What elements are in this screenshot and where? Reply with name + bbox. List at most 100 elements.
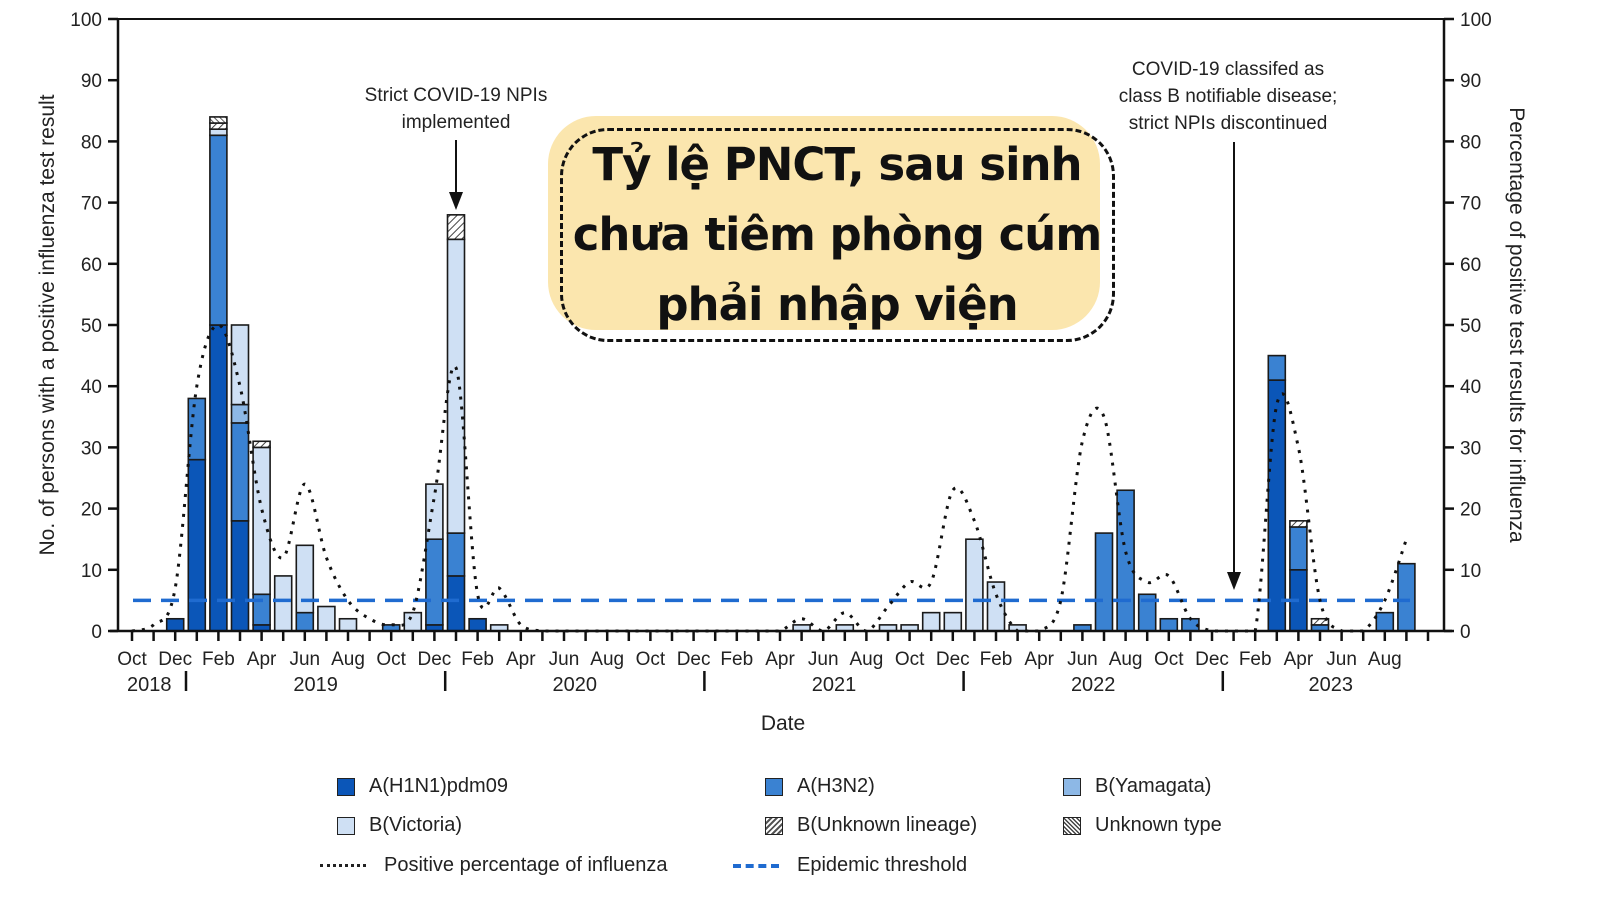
legend-item-threshold: Epidemic threshold	[733, 854, 967, 877]
year-label: 2021	[812, 674, 857, 696]
callout-line-1: Tỷ lệ PNCT, sau sinh	[592, 138, 1082, 191]
x-tick-label: Aug	[849, 649, 883, 670]
annotation-npi-discontinued: strict NPIs discontinued	[1129, 113, 1328, 134]
bar-segment	[209, 134, 228, 326]
y2-tick-label: 100	[1460, 10, 1492, 31]
x-tick-label: Oct	[1154, 649, 1184, 670]
x-tick-label: Dec	[936, 649, 970, 670]
bar-segment	[1289, 520, 1308, 528]
bar-segment	[209, 128, 228, 137]
bar-segment	[1289, 526, 1308, 571]
bar-segment	[965, 538, 984, 632]
x-tick-label: Jun	[549, 649, 580, 670]
bar-segment	[1375, 611, 1395, 632]
x-tick-label: Aug	[1109, 649, 1143, 670]
bar-segment	[446, 575, 466, 632]
y-tick-label: 90	[81, 71, 102, 92]
y-tick-label: 100	[70, 10, 102, 31]
y-tick-label: 70	[81, 194, 102, 215]
bar-segment	[209, 116, 228, 124]
x-tick-label: Oct	[117, 649, 147, 670]
bar-segment	[230, 520, 250, 632]
x-tick-label: Jun	[289, 649, 320, 670]
bar-segment	[403, 611, 423, 632]
annotation-npi-discontinued: class B notifiable disease;	[1119, 86, 1338, 107]
y-tick-label: 0	[91, 622, 102, 643]
annotation-npi-discontinued: COVID-19 classifed as	[1132, 59, 1324, 80]
legend-swatch-h1n1	[337, 777, 355, 796]
legend-label: Epidemic threshold	[797, 854, 968, 876]
legend-swatch-victoria	[337, 816, 355, 835]
legend-item-victoria: B(Victoria)	[337, 814, 462, 837]
bar-segment	[1267, 354, 1287, 381]
x-tick-label: Apr	[1284, 649, 1314, 670]
y2-tick-label: 30	[1460, 438, 1481, 459]
y2-tick-label: 0	[1460, 622, 1471, 643]
legend-item-positive-pct: Positive percentage of influenza	[320, 854, 668, 877]
legend-label: B(Yamagata)	[1095, 775, 1212, 797]
annotation-npi-implemented: implemented	[402, 112, 511, 133]
x-tick-label: Apr	[247, 649, 277, 670]
bar-segment	[446, 238, 466, 534]
x-tick-label: Jun	[1067, 649, 1098, 670]
y-tick-label: 40	[81, 377, 102, 398]
bar-segment	[209, 122, 228, 130]
bar-segment	[1094, 532, 1114, 632]
x-tick-label: Feb	[980, 649, 1013, 670]
x-tick-label: Aug	[1368, 649, 1402, 670]
legend-label: Positive percentage of influenza	[384, 854, 668, 876]
y2-tick-label: 70	[1460, 194, 1481, 215]
y2-tick-label: 80	[1460, 132, 1481, 153]
x-tick-label: Dec	[1195, 649, 1229, 670]
x-tick-label: Apr	[506, 649, 536, 670]
bar-segment	[1310, 617, 1330, 626]
callout-line-2: chưa tiêm phòng cúm	[572, 208, 1102, 261]
bar-segment	[187, 397, 207, 461]
legend-item-unknown-type: Unknown type	[1063, 814, 1222, 837]
bar-segment	[921, 611, 941, 632]
legend-label: B(Unknown lineage)	[797, 814, 978, 836]
y-tick-label: 30	[81, 438, 102, 459]
x-tick-label: Dec	[677, 649, 711, 670]
bar-segment	[165, 617, 185, 632]
x-tick-label: Jun	[808, 649, 839, 670]
bar-segment	[1267, 379, 1287, 632]
y-axis-title: No. of persons with a positive influenza…	[36, 94, 59, 555]
x-tick-label: Jun	[1326, 649, 1357, 670]
bar-segment	[1397, 562, 1416, 632]
year-label: 2019	[293, 674, 338, 696]
x-tick-label: Feb	[720, 649, 753, 670]
percentage-lines	[131, 323, 1410, 633]
bar-segment	[317, 605, 336, 632]
bar-segment	[295, 611, 315, 632]
legend-item-b-unknown: B(Unknown lineage)	[765, 814, 977, 837]
bar-segment	[1116, 489, 1135, 632]
year-label: 2020	[553, 674, 598, 696]
bar-segment	[187, 458, 207, 632]
dashed-line-icon	[733, 863, 779, 868]
x-tick-label: Apr	[765, 649, 795, 670]
annotation-npi-implemented: Strict COVID-19 NPIs	[365, 85, 548, 106]
bar-segment	[468, 617, 487, 632]
dotted-line-icon	[320, 864, 366, 867]
arrow-down-icon	[449, 192, 463, 210]
legend-item-yamagata: B(Yamagata)	[1063, 775, 1211, 798]
bar-segment	[252, 446, 271, 596]
y-tick-label: 80	[81, 132, 102, 153]
x-tick-label: Dec	[158, 649, 192, 670]
bar-segment	[338, 617, 358, 632]
x-tick-label: Apr	[1024, 649, 1054, 670]
bar-segment	[425, 483, 444, 540]
y-tick-label: 50	[81, 316, 102, 337]
legend-swatch-yamagata	[1063, 777, 1081, 796]
bar-segment	[252, 440, 271, 449]
y-tick-label: 10	[81, 561, 102, 582]
legend-label: Unknown type	[1095, 814, 1222, 836]
callout-line-3: phải nhập viện	[656, 278, 1018, 331]
annotations: Strict COVID-19 NPIs implemented COVID-19 …	[365, 59, 1338, 590]
bar-segment	[446, 532, 466, 577]
callout-dashed-border	[560, 128, 1115, 342]
